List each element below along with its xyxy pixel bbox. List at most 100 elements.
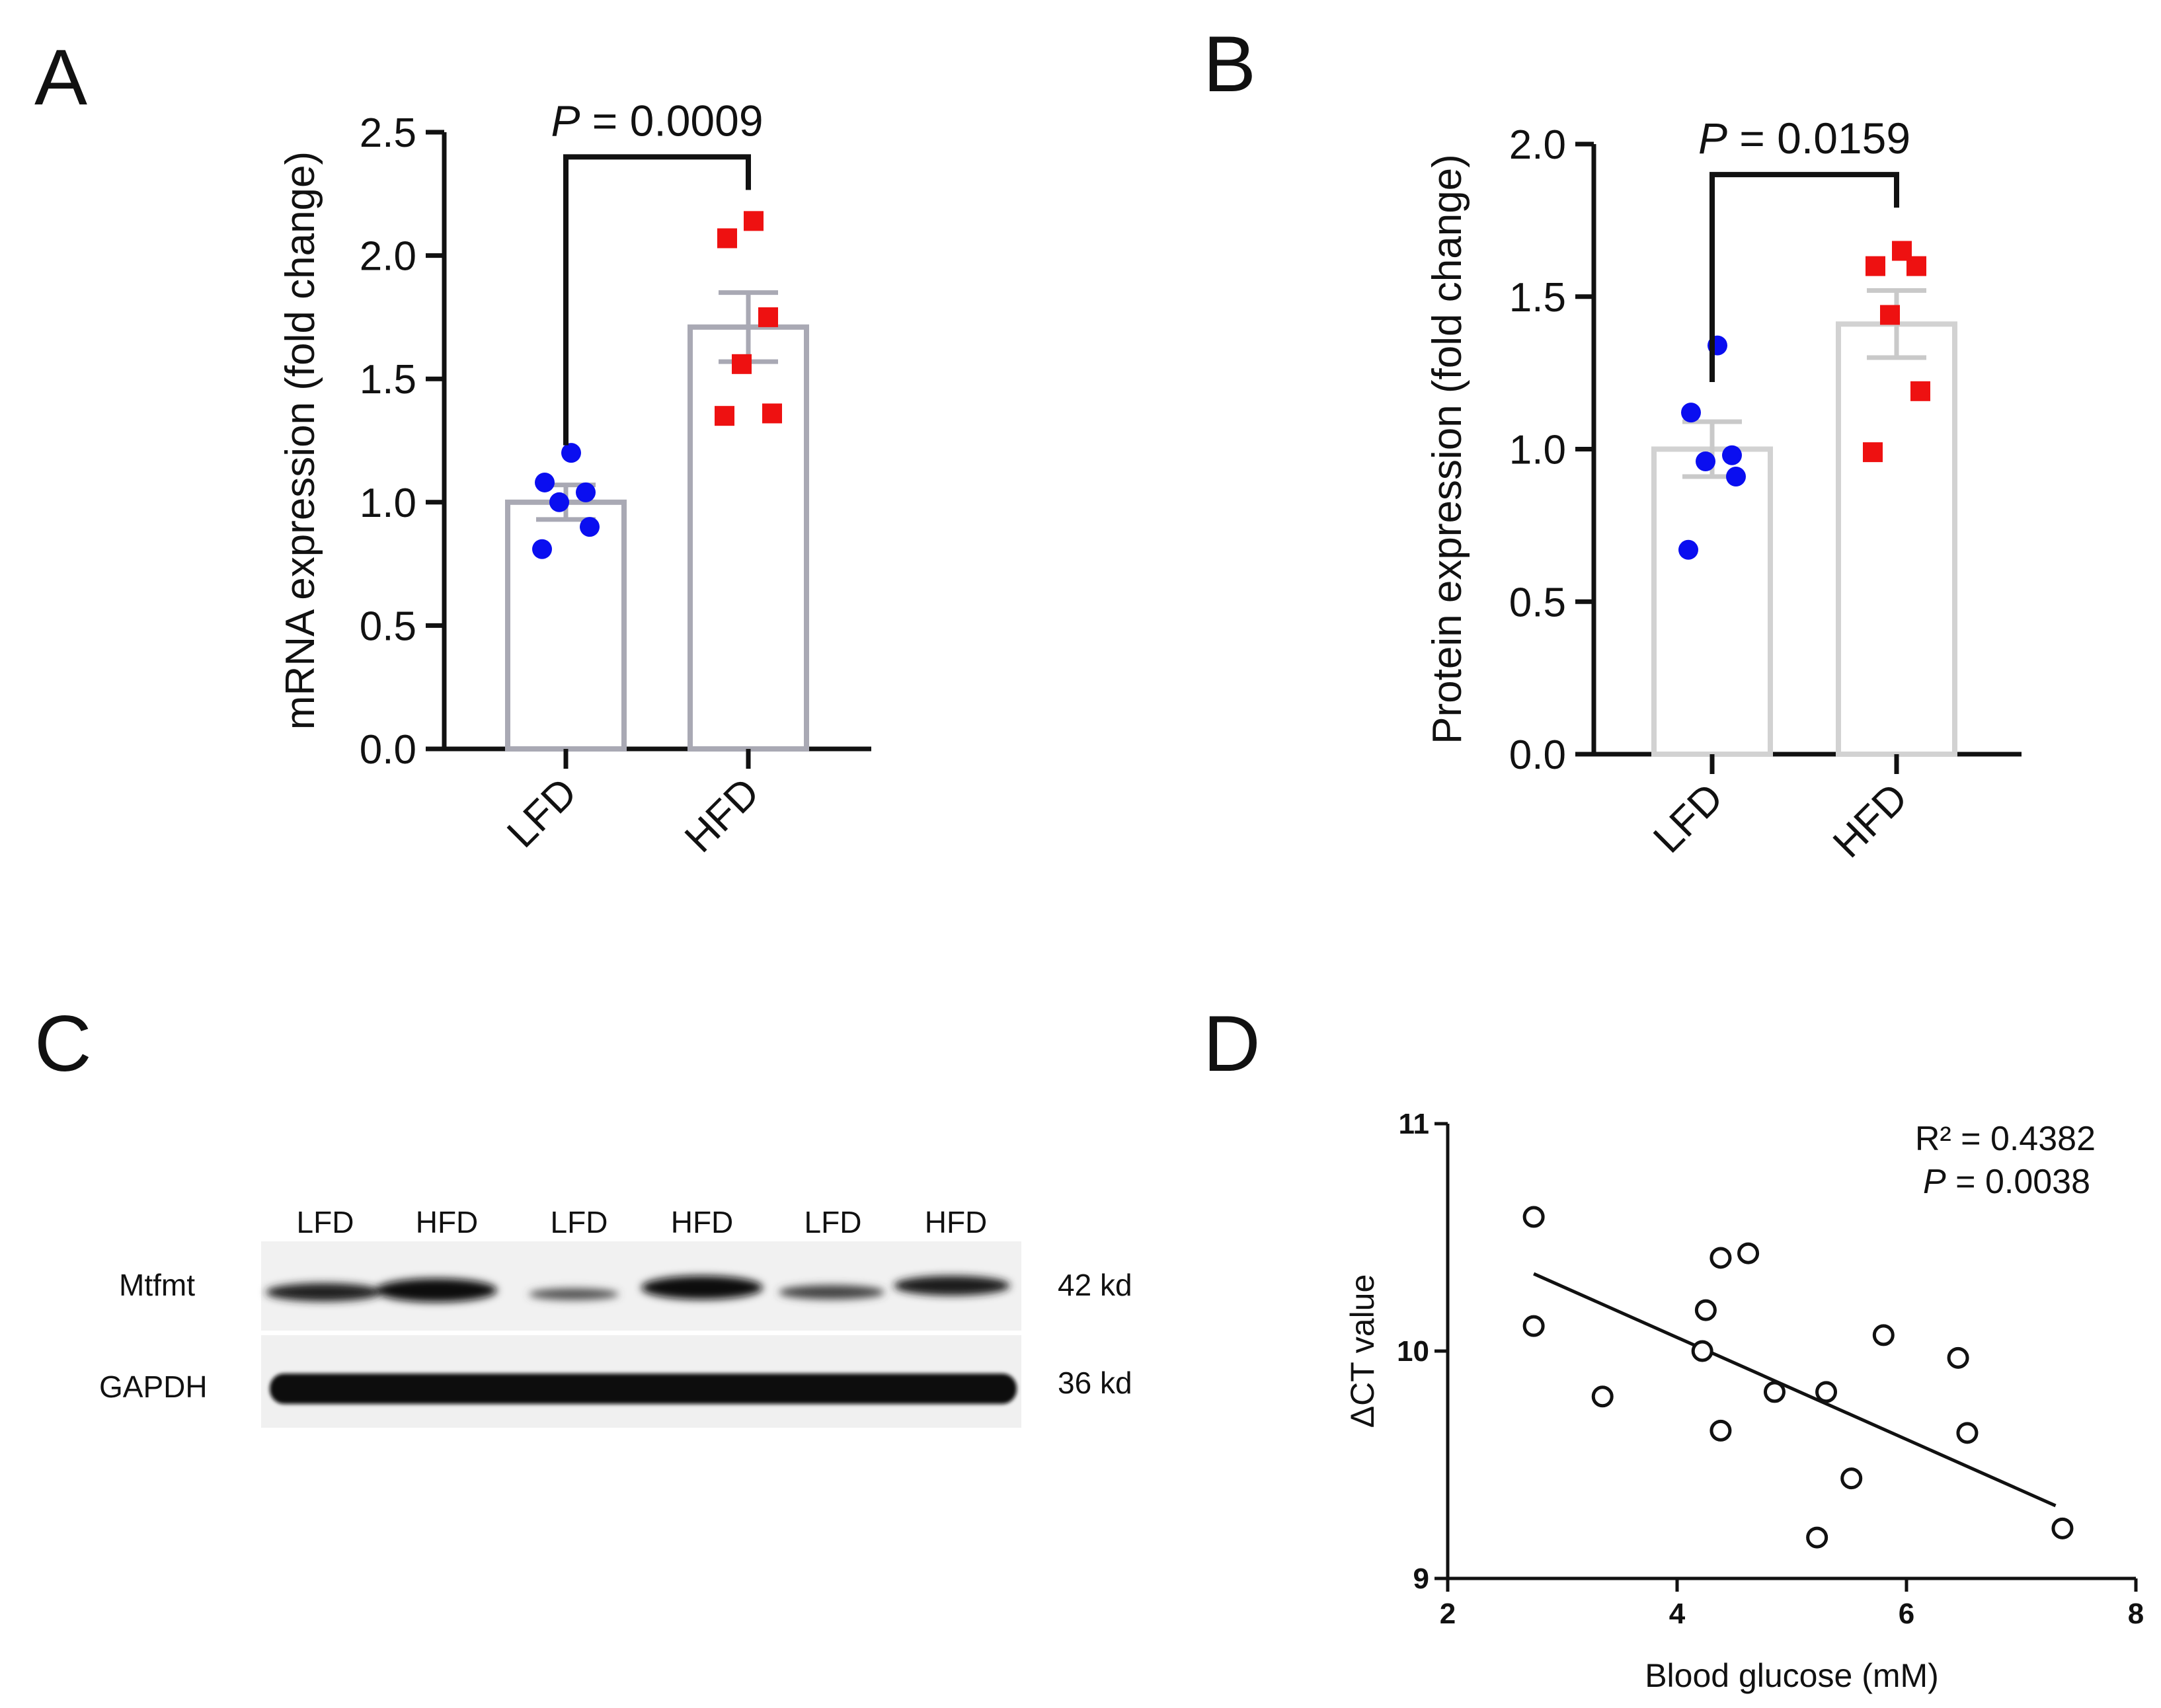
blot-band-mtfmt <box>779 1285 884 1300</box>
y-tick-label: 0.5 <box>360 603 416 649</box>
data-point <box>1806 1526 1828 1549</box>
data-point <box>1591 1385 1614 1408</box>
data-point <box>532 539 552 559</box>
data-point <box>1840 1467 1863 1490</box>
regression-line <box>1533 1272 2057 1508</box>
y-tick-label: 9 <box>1413 1563 1429 1595</box>
x-axis-label: Blood glucose (mM) <box>1645 1657 1939 1694</box>
data-point <box>1726 467 1746 487</box>
blot-band-gapdh <box>270 1374 1017 1404</box>
p-value: = 0.0038 <box>1946 1163 2090 1201</box>
data-point <box>1863 442 1883 463</box>
data-point <box>1522 1206 1545 1228</box>
data-point <box>762 403 782 424</box>
x-tick-label: 8 <box>2128 1598 2144 1630</box>
blot-band-mtfmt <box>529 1288 619 1300</box>
p-value: = 0.0159 <box>1727 114 1910 163</box>
x-tick-label: LFD <box>498 769 586 857</box>
y-tick-label: 0.0 <box>360 727 416 773</box>
bar <box>1836 321 1957 757</box>
y-tick-label: 10 <box>1397 1335 1429 1368</box>
data-point <box>1737 1242 1760 1264</box>
data-point <box>1880 305 1900 325</box>
data-point <box>1872 1324 1895 1346</box>
blot-band-mtfmt <box>266 1283 382 1301</box>
data-point <box>535 472 555 492</box>
p-value-label: P = 0.0159 <box>1698 114 1910 163</box>
data-point <box>561 443 581 463</box>
data-point <box>1709 1419 1732 1442</box>
data-point <box>1866 256 1885 276</box>
blot-band-mtfmt <box>375 1278 497 1302</box>
p-symbol: P <box>1698 114 1727 163</box>
p-symbol: P <box>1923 1163 1946 1201</box>
data-point <box>576 482 596 502</box>
panel-label-c: C <box>34 999 92 1088</box>
y-tick-label: 1.5 <box>1509 275 1566 321</box>
data-point <box>1696 451 1715 471</box>
blot-band-mtfmt <box>641 1276 763 1300</box>
data-point <box>549 492 569 512</box>
blot-row-label-mtfmt: Mtfmt <box>119 1268 195 1302</box>
blot-size-gapdh: 36 kd <box>1058 1366 1132 1400</box>
data-point <box>1694 1299 1717 1321</box>
significance-bracket <box>563 154 751 446</box>
x-tick-label: 6 <box>1899 1598 1914 1630</box>
blot-lane-label: LFD <box>297 1205 354 1239</box>
panel-label-a: A <box>34 33 87 122</box>
x-tick-label: HFD <box>1825 775 1916 867</box>
y-tick-label: 2.0 <box>360 234 416 280</box>
blot-lane-label: HFD <box>671 1205 734 1239</box>
significance-bracket <box>1709 172 1899 382</box>
x-tick-label: LFD <box>1645 775 1732 862</box>
data-point <box>1722 445 1742 465</box>
data-point <box>1681 403 1701 423</box>
y-tick-label: 2.5 <box>360 110 416 156</box>
y-tick-label: 11 <box>1398 1108 1429 1140</box>
p-value-label: P = 0.0009 <box>551 96 763 145</box>
data-point <box>1709 1247 1732 1269</box>
data-point <box>1815 1381 1838 1403</box>
x-tick-label: 4 <box>1669 1598 1686 1630</box>
data-point <box>1691 1340 1713 1362</box>
bar <box>688 324 809 752</box>
panel-label-b: B <box>1203 20 1256 108</box>
y-axis-label: Protein expression (fold change) <box>1425 154 1470 744</box>
y-tick-label: 1.5 <box>360 357 416 403</box>
blot-lane-label: HFD <box>416 1205 479 1239</box>
blot-lane-label: HFD <box>925 1205 988 1239</box>
chart-b: 0.0 0.5 1.0 1.5 2.0 Protein expression (fold … <box>1425 114 2022 867</box>
y-tick-label: 2.0 <box>1509 122 1566 168</box>
blot-size-mtfmt: 42 kd <box>1058 1268 1132 1302</box>
blot-band-mtfmt <box>894 1276 1010 1296</box>
data-point <box>1892 241 1912 261</box>
blot-lane-label: LFD <box>805 1205 862 1239</box>
y-tick-label: 1.0 <box>360 481 416 526</box>
bar <box>1651 446 1773 757</box>
data-point <box>717 228 737 249</box>
data-point <box>732 354 752 374</box>
chart-a: 0.0 0.5 1.0 1.5 2.0 2.5 mRNA expression (fold … <box>278 96 871 861</box>
data-point <box>1522 1315 1545 1337</box>
bar <box>505 499 627 752</box>
data-point <box>744 211 764 231</box>
data-point <box>580 517 600 537</box>
data-point <box>715 406 734 426</box>
data-point <box>758 307 778 327</box>
blot-lane-label: LFD <box>551 1205 608 1239</box>
western-blot: LFD HFD LFD HFD LFD HFD Mtfmt GAPDH 42 k… <box>99 1205 1132 1428</box>
data-point <box>1678 539 1698 560</box>
x-tick-label: HFD <box>676 769 768 861</box>
data-point <box>1763 1381 1786 1403</box>
x-tick-label: 2 <box>1440 1598 1456 1630</box>
data-point <box>1910 381 1930 401</box>
p-symbol: P <box>551 96 580 145</box>
y-axis-label: ΔCT value <box>1344 1274 1381 1428</box>
p-value-label: P = 0.0038 <box>1923 1163 2090 1201</box>
panel-label-d: D <box>1203 999 1261 1088</box>
chart-d: 9 10 11 2 4 6 8 Blood glucose (mM) ΔCT value R² =… <box>1344 1108 2144 1694</box>
data-point <box>1956 1422 1979 1444</box>
blot-row-label-gapdh: GAPDH <box>99 1370 208 1404</box>
p-value: = 0.0009 <box>580 96 763 145</box>
